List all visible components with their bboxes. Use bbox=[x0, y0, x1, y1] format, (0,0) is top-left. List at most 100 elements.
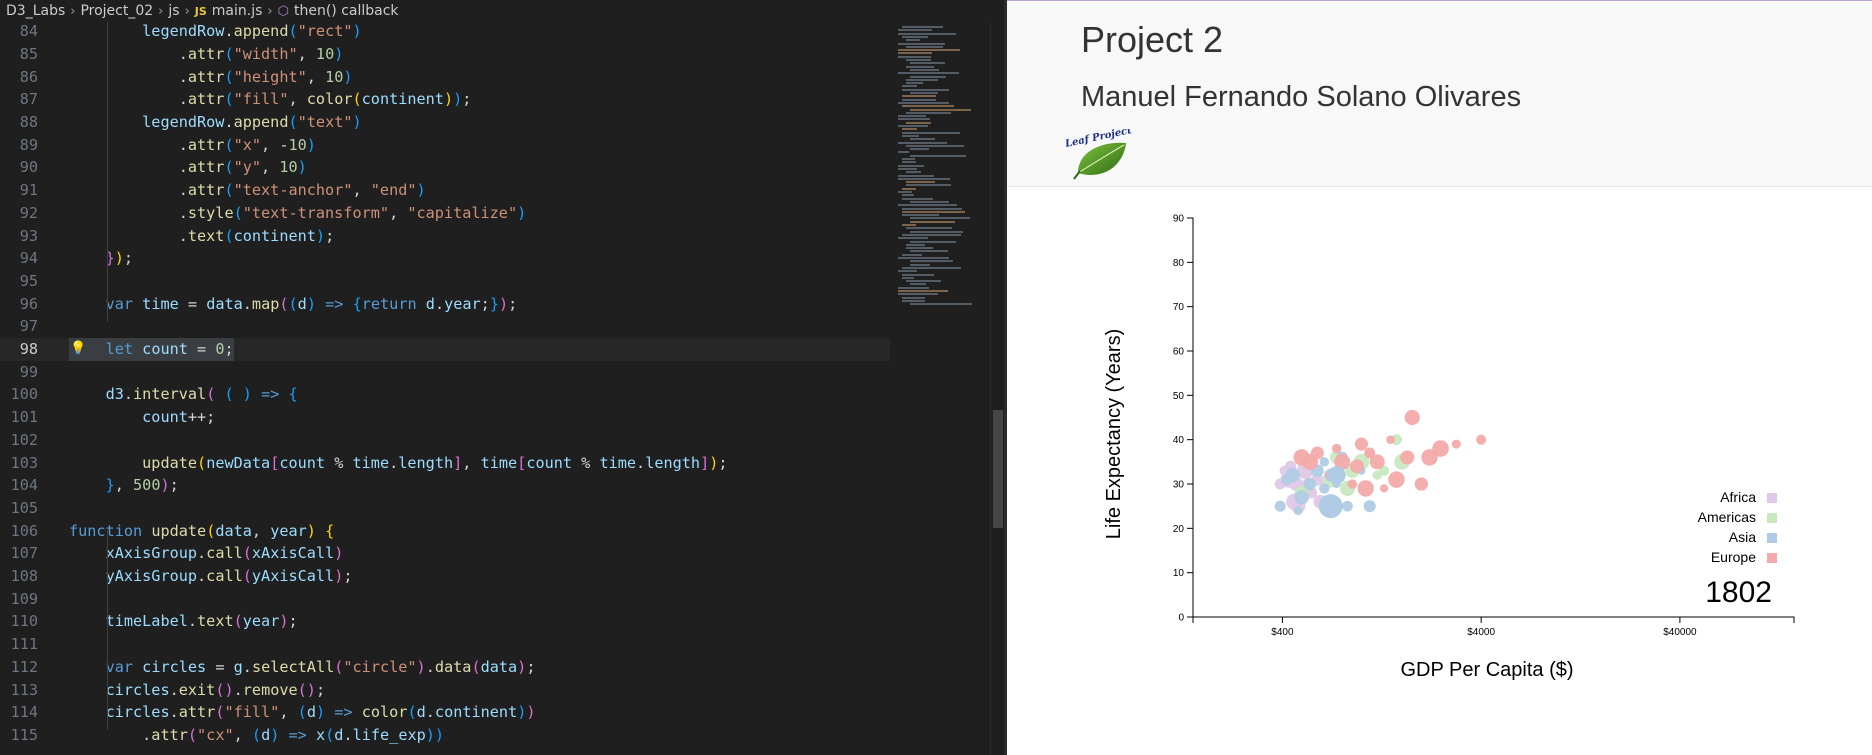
minimap-line bbox=[898, 204, 958, 207]
data-point bbox=[1357, 480, 1374, 497]
code-line[interactable]: 95 bbox=[0, 270, 890, 293]
minimap-line bbox=[902, 128, 917, 131]
minimap-line bbox=[906, 247, 934, 250]
code-area[interactable]: 83 .attr("transform", "translate(" +(wid… bbox=[0, 0, 890, 755]
code-line[interactable]: 90 .attr("y", 10) bbox=[0, 156, 890, 179]
breadcrumb-folder-d3-labs[interactable]: D3_Labs bbox=[6, 3, 66, 19]
code-text: var time = data.map((d) => {return d.yea… bbox=[105, 294, 518, 313]
code-line[interactable]: 92 .style("text-transform", "capitalize"… bbox=[0, 202, 890, 225]
code-line[interactable]: 89 .attr("x", -10) bbox=[0, 134, 890, 157]
minimap-line bbox=[902, 131, 960, 134]
x-axis: $400 $4000 $40000 bbox=[1192, 616, 1795, 638]
code-text: .attr("x", -10) bbox=[69, 135, 316, 154]
browser-preview: Project 2 Manuel Fernando Solano Olivare… bbox=[1007, 0, 1872, 755]
line-number: 94 bbox=[19, 249, 38, 268]
data-point bbox=[1421, 449, 1438, 466]
line-number: 99 bbox=[19, 362, 38, 381]
data-point bbox=[1342, 500, 1353, 512]
minimap-line bbox=[906, 280, 942, 283]
minimap-line bbox=[902, 296, 925, 299]
code-text: xAxisGroup.call(xAxisCall) bbox=[105, 544, 344, 563]
code-text: .attr("cx", (d) => x(d.life_exp)) bbox=[69, 725, 445, 744]
minimap-line bbox=[898, 125, 928, 127]
minimap-line bbox=[910, 303, 973, 306]
code-line[interactable]: 97 bbox=[0, 315, 890, 338]
page-header: Project 2 Manuel Fernando Solano Olivare… bbox=[1007, 1, 1872, 187]
code-line[interactable]: 107 xAxisGroup.call(xAxisCall) bbox=[0, 542, 890, 565]
y-tick-label: 70 bbox=[1173, 302, 1185, 313]
lightbulb-icon[interactable]: 💡 bbox=[70, 341, 87, 356]
minimap-line bbox=[902, 194, 914, 197]
minimap-line bbox=[910, 230, 964, 233]
code-line[interactable]: 84 legendRow.append("rect") bbox=[0, 20, 890, 43]
minimap-line bbox=[898, 49, 960, 52]
data-point bbox=[1451, 439, 1461, 449]
data-point bbox=[1364, 447, 1376, 459]
code-line[interactable]: 87 .attr("fill", color(continent)); bbox=[0, 88, 890, 111]
code-line[interactable]: 98 let count = 0; 💡 bbox=[0, 338, 890, 361]
line-number: 110 bbox=[10, 612, 38, 631]
breadcrumb-symbol[interactable]: then() callback bbox=[293, 3, 399, 19]
code-line[interactable]: 101 count++; bbox=[0, 406, 890, 429]
code-line[interactable]: 96 var time = data.map((d) => {return d.… bbox=[0, 293, 890, 316]
minimap-line bbox=[902, 134, 919, 137]
code-line[interactable]: 85 .attr("width", 10) bbox=[0, 43, 890, 66]
line-number: 85 bbox=[19, 44, 38, 63]
code-line[interactable]: 103 update(newData[count % time.length],… bbox=[0, 452, 890, 475]
code-text: .style("text-transform", "capitalize") bbox=[69, 203, 527, 222]
minimap-line bbox=[902, 266, 962, 269]
breadcrumb-folder-js[interactable]: js bbox=[168, 3, 180, 19]
line-number: 89 bbox=[19, 135, 38, 154]
code-line[interactable]: 93 .text(continent); bbox=[0, 225, 890, 248]
chevron-right-icon: › bbox=[158, 4, 164, 19]
code-text: count++; bbox=[142, 408, 216, 427]
code-line[interactable]: 114 circles.attr("fill", (d) => color(d.… bbox=[0, 701, 890, 724]
y-tick-label: 30 bbox=[1173, 480, 1185, 491]
code-line[interactable]: 111 bbox=[0, 633, 890, 656]
data-point bbox=[1318, 494, 1343, 519]
plot-area bbox=[1274, 409, 1487, 519]
code-text: timeLabel.text(year); bbox=[105, 612, 298, 631]
code-line[interactable]: 112 var circles = g.selectAll("circle").… bbox=[0, 656, 890, 679]
code-line[interactable]: 102 bbox=[0, 429, 890, 452]
code-line[interactable]: 91 .attr("text-anchor", "end") bbox=[0, 179, 890, 202]
line-number: 90 bbox=[19, 158, 38, 177]
code-line[interactable]: 105 bbox=[0, 497, 890, 520]
code-line[interactable]: 113 circles.exit().remove(); bbox=[0, 679, 890, 702]
pane-divider[interactable] bbox=[1004, 0, 1007, 755]
code-line[interactable]: 110 timeLabel.text(year); bbox=[0, 610, 890, 633]
minimap[interactable] bbox=[890, 22, 990, 755]
code-line[interactable]: 88 legendRow.append("text") bbox=[0, 111, 890, 134]
y-axis: 0 10 20 30 40 50 60 70 80 90 bbox=[1173, 214, 1194, 624]
code-line[interactable]: 104 }, 500); bbox=[0, 474, 890, 497]
minimap-line bbox=[910, 68, 940, 71]
data-point bbox=[1319, 457, 1330, 467]
y-tick-label: 60 bbox=[1173, 347, 1185, 358]
breadcrumb: D3_Labs › Project_02 › js › JS main.js › ⬡ then() … bbox=[0, 0, 1004, 22]
data-point bbox=[1354, 437, 1369, 451]
minimap-line bbox=[898, 293, 938, 296]
code-line[interactable]: 106 function update(data, year) { bbox=[0, 520, 890, 543]
code-editor[interactable]: 83 .attr("transform", "translate(" +(wid… bbox=[0, 0, 1004, 755]
indent-guide bbox=[107, 530, 108, 730]
minimap-line bbox=[910, 283, 926, 286]
minimap-line bbox=[898, 286, 930, 289]
vertical-scrollbar[interactable] bbox=[990, 0, 1004, 755]
scrollbar-thumb[interactable] bbox=[993, 410, 1003, 528]
minimap-line bbox=[910, 250, 949, 253]
minimap-line bbox=[898, 72, 959, 75]
minimap-line bbox=[902, 253, 923, 256]
code-line[interactable]: 115 .attr("cx", (d) => x(d.life_exp)) bbox=[0, 724, 890, 747]
code-line[interactable]: 100 d3.interval( ( ) => { bbox=[0, 383, 890, 406]
minimap-line bbox=[902, 88, 950, 91]
code-line[interactable]: 99 bbox=[0, 361, 890, 384]
page-title: Project 2 bbox=[1081, 19, 1224, 60]
breadcrumb-folder-project[interactable]: Project_02 bbox=[80, 3, 154, 19]
code-line[interactable]: 108 yAxisGroup.call(yAxisCall); bbox=[0, 565, 890, 588]
legend-label: Europe bbox=[1711, 549, 1756, 565]
code-line[interactable]: 94 }); bbox=[0, 247, 890, 270]
breadcrumb-file[interactable]: main.js bbox=[211, 3, 263, 19]
code-line[interactable]: 109 bbox=[0, 588, 890, 611]
line-number: 104 bbox=[10, 476, 38, 495]
code-line[interactable]: 86 .attr("height", 10) bbox=[0, 66, 890, 89]
